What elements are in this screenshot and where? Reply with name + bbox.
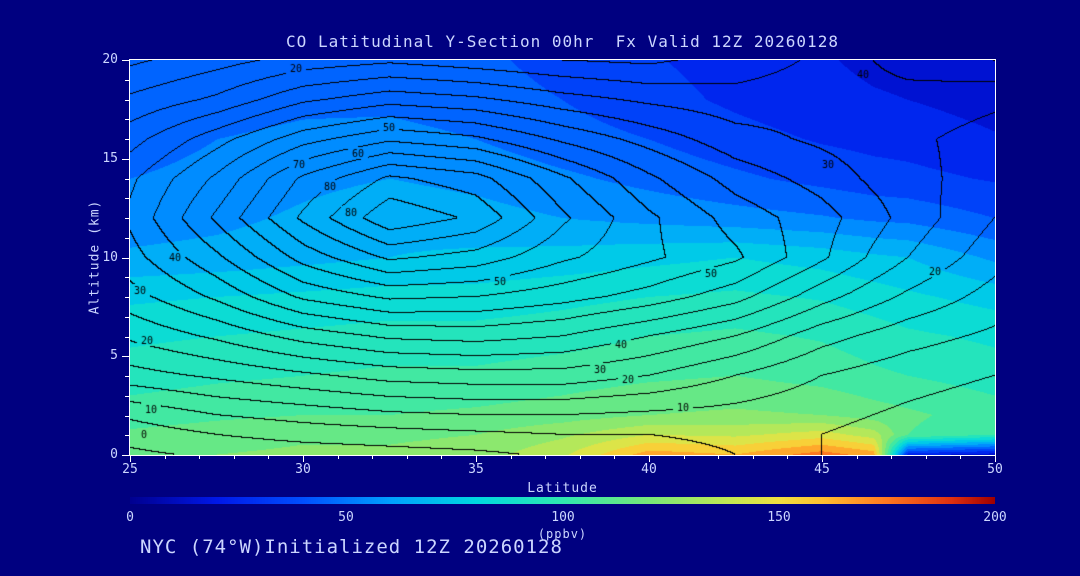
colorbar-tick-label: 100 <box>551 510 575 525</box>
colorbar <box>130 497 995 504</box>
x-tick-label: 30 <box>295 462 311 477</box>
x-axis-minor-tick <box>926 456 927 459</box>
y-tick-label: 15 <box>102 151 118 166</box>
y-axis-major-tick <box>122 258 129 259</box>
y-axis-major-tick <box>122 159 129 160</box>
x-axis-minor-tick <box>338 456 339 459</box>
y-tick-label: 5 <box>110 348 118 363</box>
x-tick-label: 25 <box>122 462 138 477</box>
x-tick-label: 50 <box>987 462 1003 477</box>
x-axis-minor-tick <box>960 456 961 459</box>
y-axis-minor-tick <box>125 119 129 120</box>
y-tick-label: 10 <box>102 250 118 265</box>
x-tick-label: 45 <box>814 462 830 477</box>
x-axis-minor-tick <box>199 456 200 459</box>
x-axis-minor-tick <box>372 456 373 459</box>
y-axis-minor-tick <box>125 218 129 219</box>
colorbar-tick-label: 150 <box>767 510 791 525</box>
footer-annotation: NYC (74°W)Initialized 12Z 20260128 <box>140 536 563 558</box>
y-axis-minor-tick <box>125 238 129 239</box>
y-axis-minor-tick <box>125 297 129 298</box>
y-axis-major-tick <box>122 60 129 61</box>
x-axis-minor-tick <box>165 456 166 459</box>
y-axis-minor-tick <box>125 100 129 101</box>
x-axis-minor-tick <box>545 456 546 459</box>
x-axis-minor-tick <box>787 456 788 459</box>
x-axis-major-tick <box>130 456 131 462</box>
plot-area <box>129 59 996 456</box>
y-axis-major-tick <box>122 455 129 456</box>
colorbar-tick-label: 200 <box>983 510 1007 525</box>
colorbar-unit-label: (ppbv) <box>537 527 588 541</box>
x-axis-minor-tick <box>614 456 615 459</box>
x-axis-major-tick <box>995 456 996 462</box>
x-axis-minor-tick <box>511 456 512 459</box>
x-axis-major-tick <box>822 456 823 462</box>
x-axis-minor-tick <box>753 456 754 459</box>
y-tick-label: 0 <box>110 447 118 462</box>
x-axis-minor-tick <box>268 456 269 459</box>
chart-title: CO Latitudinal Y-Section 00hr Fx Valid 1… <box>286 32 839 51</box>
x-axis-major-tick <box>649 456 650 462</box>
colorbar-tick-label: 50 <box>338 510 354 525</box>
y-axis-minor-tick <box>125 277 129 278</box>
y-axis-minor-tick <box>125 317 129 318</box>
x-axis-minor-tick <box>718 456 719 459</box>
x-axis-minor-tick <box>234 456 235 459</box>
y-axis-minor-tick <box>125 198 129 199</box>
y-tick-label: 20 <box>102 52 118 67</box>
y-axis-major-tick <box>122 356 129 357</box>
x-axis-major-tick <box>303 456 304 462</box>
y-axis-minor-tick <box>125 396 129 397</box>
y-axis-minor-tick <box>125 435 129 436</box>
y-axis-minor-tick <box>125 337 129 338</box>
x-axis-minor-tick <box>407 456 408 459</box>
x-tick-label: 40 <box>641 462 657 477</box>
x-tick-label: 35 <box>468 462 484 477</box>
x-axis-minor-tick <box>580 456 581 459</box>
y-axis-minor-tick <box>125 80 129 81</box>
x-axis-minor-tick <box>891 456 892 459</box>
x-axis-minor-tick <box>441 456 442 459</box>
contour-plot-canvas <box>130 60 995 455</box>
colorbar-tick-label: 0 <box>126 510 134 525</box>
x-axis-minor-tick <box>857 456 858 459</box>
y-axis-minor-tick <box>125 376 129 377</box>
x-axis-title: Latitude <box>527 481 598 496</box>
y-axis-minor-tick <box>125 139 129 140</box>
y-axis-minor-tick <box>125 416 129 417</box>
x-axis-minor-tick <box>684 456 685 459</box>
y-axis-minor-tick <box>125 179 129 180</box>
x-axis-major-tick <box>476 456 477 462</box>
